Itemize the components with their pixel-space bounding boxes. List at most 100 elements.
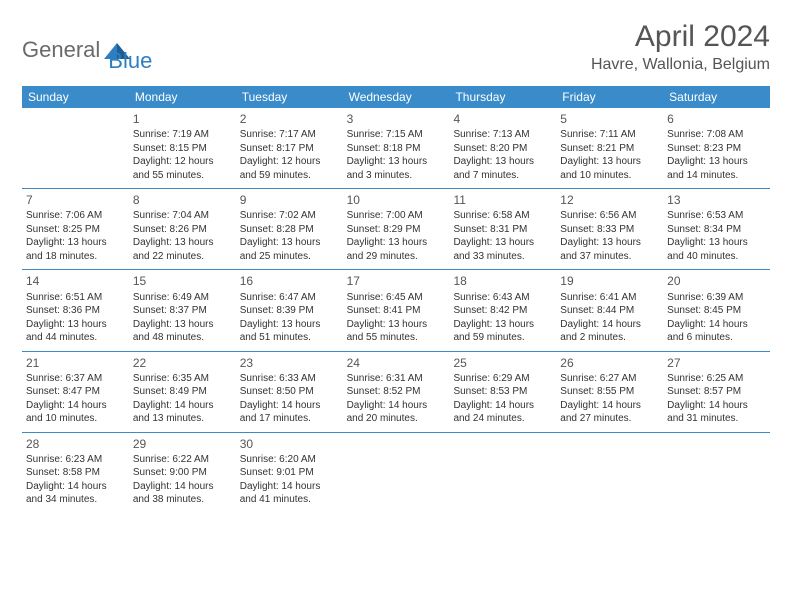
sunrise-text: Sunrise: 6:23 AM: [26, 453, 125, 467]
day-number: 28: [26, 436, 125, 452]
daylight1-text: Daylight: 14 hours: [240, 480, 339, 494]
sunset-text: Sunset: 8:55 PM: [560, 385, 659, 399]
sunset-text: Sunset: 8:49 PM: [133, 385, 232, 399]
day-header-monday: Monday: [129, 86, 236, 108]
day-number: 15: [133, 273, 232, 289]
sunrise-text: Sunrise: 6:43 AM: [453, 291, 552, 305]
daylight2-text: and 6 minutes.: [667, 331, 766, 345]
day-header-friday: Friday: [556, 86, 663, 108]
header: General Blue April 2024 Havre, Wallonia,…: [22, 20, 770, 74]
sunset-text: Sunset: 8:28 PM: [240, 223, 339, 237]
day-number: 27: [667, 355, 766, 371]
daylight1-text: Daylight: 14 hours: [560, 399, 659, 413]
daylight2-text: and 20 minutes.: [347, 412, 446, 426]
daylight1-text: Daylight: 14 hours: [667, 399, 766, 413]
sunset-text: Sunset: 8:39 PM: [240, 304, 339, 318]
day-cell: 20Sunrise: 6:39 AMSunset: 8:45 PMDayligh…: [663, 270, 770, 350]
daylight2-text: and 41 minutes.: [240, 493, 339, 507]
day-cell: 18Sunrise: 6:43 AMSunset: 8:42 PMDayligh…: [449, 270, 556, 350]
sunrise-text: Sunrise: 7:02 AM: [240, 209, 339, 223]
daylight2-text: and 7 minutes.: [453, 169, 552, 183]
daylight2-text: and 55 minutes.: [133, 169, 232, 183]
daylight1-text: Daylight: 14 hours: [560, 318, 659, 332]
day-cell: 16Sunrise: 6:47 AMSunset: 8:39 PMDayligh…: [236, 270, 343, 350]
daylight1-text: Daylight: 13 hours: [560, 236, 659, 250]
day-cell: 22Sunrise: 6:35 AMSunset: 8:49 PMDayligh…: [129, 352, 236, 432]
day-cell: 27Sunrise: 6:25 AMSunset: 8:57 PMDayligh…: [663, 352, 770, 432]
day-cell: 5Sunrise: 7:11 AMSunset: 8:21 PMDaylight…: [556, 108, 663, 188]
day-cell: [22, 108, 129, 188]
day-cell: [449, 433, 556, 513]
daylight1-text: Daylight: 13 hours: [667, 155, 766, 169]
day-number: 11: [453, 192, 552, 208]
day-cell: 1Sunrise: 7:19 AMSunset: 8:15 PMDaylight…: [129, 108, 236, 188]
day-number: 13: [667, 192, 766, 208]
daylight1-text: Daylight: 12 hours: [240, 155, 339, 169]
daylight1-text: Daylight: 13 hours: [453, 318, 552, 332]
daylight2-text: and 17 minutes.: [240, 412, 339, 426]
day-number: 4: [453, 111, 552, 127]
sunrise-text: Sunrise: 6:35 AM: [133, 372, 232, 386]
sunrise-text: Sunrise: 6:27 AM: [560, 372, 659, 386]
sunset-text: Sunset: 8:15 PM: [133, 142, 232, 156]
daylight2-text: and 37 minutes.: [560, 250, 659, 264]
week-row: 21Sunrise: 6:37 AMSunset: 8:47 PMDayligh…: [22, 352, 770, 433]
day-number: 20: [667, 273, 766, 289]
day-number: 7: [26, 192, 125, 208]
daylight1-text: Daylight: 14 hours: [133, 480, 232, 494]
sunrise-text: Sunrise: 7:19 AM: [133, 128, 232, 142]
day-cell: 23Sunrise: 6:33 AMSunset: 8:50 PMDayligh…: [236, 352, 343, 432]
day-number: 6: [667, 111, 766, 127]
location: Havre, Wallonia, Belgium: [591, 56, 770, 74]
day-number: 3: [347, 111, 446, 127]
day-header-sunday: Sunday: [22, 86, 129, 108]
daylight2-text: and 33 minutes.: [453, 250, 552, 264]
day-header-tuesday: Tuesday: [236, 86, 343, 108]
daylight2-text: and 48 minutes.: [133, 331, 232, 345]
day-number: 24: [347, 355, 446, 371]
logo: General Blue: [22, 26, 152, 74]
day-number: 19: [560, 273, 659, 289]
day-number: 17: [347, 273, 446, 289]
day-cell: 11Sunrise: 6:58 AMSunset: 8:31 PMDayligh…: [449, 189, 556, 269]
day-cell: 9Sunrise: 7:02 AMSunset: 8:28 PMDaylight…: [236, 189, 343, 269]
sunset-text: Sunset: 8:17 PM: [240, 142, 339, 156]
daylight1-text: Daylight: 13 hours: [453, 236, 552, 250]
day-cell: 25Sunrise: 6:29 AMSunset: 8:53 PMDayligh…: [449, 352, 556, 432]
month-title: April 2024: [591, 20, 770, 54]
sunrise-text: Sunrise: 7:13 AM: [453, 128, 552, 142]
daylight1-text: Daylight: 14 hours: [26, 480, 125, 494]
daylight1-text: Daylight: 13 hours: [26, 318, 125, 332]
sunset-text: Sunset: 9:01 PM: [240, 466, 339, 480]
sunrise-text: Sunrise: 6:29 AM: [453, 372, 552, 386]
sunrise-text: Sunrise: 6:25 AM: [667, 372, 766, 386]
sunset-text: Sunset: 8:45 PM: [667, 304, 766, 318]
sunrise-text: Sunrise: 6:37 AM: [26, 372, 125, 386]
daylight1-text: Daylight: 13 hours: [453, 155, 552, 169]
day-cell: 4Sunrise: 7:13 AMSunset: 8:20 PMDaylight…: [449, 108, 556, 188]
day-number: 16: [240, 273, 339, 289]
day-header-wednesday: Wednesday: [343, 86, 450, 108]
daylight2-text: and 10 minutes.: [26, 412, 125, 426]
day-number: 25: [453, 355, 552, 371]
daylight2-text: and 31 minutes.: [667, 412, 766, 426]
sunrise-text: Sunrise: 7:15 AM: [347, 128, 446, 142]
daylight2-text: and 55 minutes.: [347, 331, 446, 345]
sunrise-text: Sunrise: 7:08 AM: [667, 128, 766, 142]
daylight1-text: Daylight: 13 hours: [347, 155, 446, 169]
logo-text-general: General: [22, 37, 100, 63]
daylight1-text: Daylight: 14 hours: [133, 399, 232, 413]
sunrise-text: Sunrise: 6:22 AM: [133, 453, 232, 467]
day-header-row: Sunday Monday Tuesday Wednesday Thursday…: [22, 86, 770, 108]
day-cell: 3Sunrise: 7:15 AMSunset: 8:18 PMDaylight…: [343, 108, 450, 188]
sunset-text: Sunset: 8:21 PM: [560, 142, 659, 156]
daylight2-text: and 18 minutes.: [26, 250, 125, 264]
sunset-text: Sunset: 8:34 PM: [667, 223, 766, 237]
sunrise-text: Sunrise: 6:58 AM: [453, 209, 552, 223]
day-cell: 29Sunrise: 6:22 AMSunset: 9:00 PMDayligh…: [129, 433, 236, 513]
day-cell: 30Sunrise: 6:20 AMSunset: 9:01 PMDayligh…: [236, 433, 343, 513]
sunrise-text: Sunrise: 6:20 AM: [240, 453, 339, 467]
sunrise-text: Sunrise: 6:49 AM: [133, 291, 232, 305]
sunset-text: Sunset: 8:31 PM: [453, 223, 552, 237]
sunset-text: Sunset: 8:20 PM: [453, 142, 552, 156]
